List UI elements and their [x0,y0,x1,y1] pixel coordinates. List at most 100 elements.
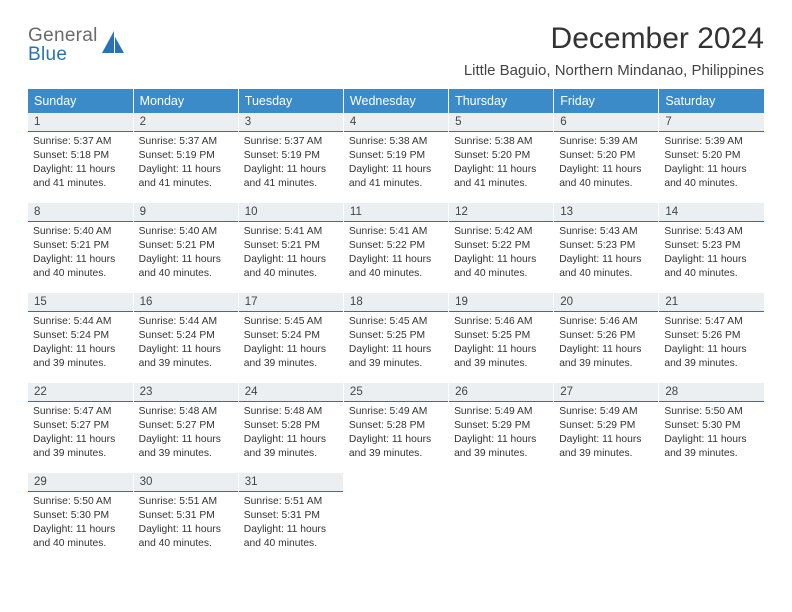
weekday-header: Thursday [449,89,554,113]
day-details: Sunrise: 5:38 AMSunset: 5:20 PMDaylight:… [449,132,553,193]
calendar-day-cell: 28Sunrise: 5:50 AMSunset: 5:30 PMDayligh… [659,383,764,473]
calendar-day-cell: 25Sunrise: 5:49 AMSunset: 5:28 PMDayligh… [343,383,448,473]
day-number: 28 [659,383,764,402]
day-number: 27 [554,383,658,402]
day-number: 20 [554,293,658,312]
brand-sail-icon [100,29,126,62]
day-number: 24 [239,383,343,402]
day-details: Sunrise: 5:40 AMSunset: 5:21 PMDaylight:… [134,222,238,283]
day-details: Sunrise: 5:44 AMSunset: 5:24 PMDaylight:… [28,312,133,373]
day-number: 6 [554,113,658,132]
day-details: Sunrise: 5:46 AMSunset: 5:25 PMDaylight:… [449,312,553,373]
day-number: 13 [554,203,658,222]
day-number: 19 [449,293,553,312]
calendar-day-cell: 21Sunrise: 5:47 AMSunset: 5:26 PMDayligh… [659,293,764,383]
day-details: Sunrise: 5:37 AMSunset: 5:19 PMDaylight:… [239,132,343,193]
calendar-day-cell: 10Sunrise: 5:41 AMSunset: 5:21 PMDayligh… [238,203,343,293]
weekday-header: Saturday [659,89,764,113]
day-number: 12 [449,203,553,222]
calendar-day-cell: 18Sunrise: 5:45 AMSunset: 5:25 PMDayligh… [343,293,448,383]
calendar-day-cell: 4Sunrise: 5:38 AMSunset: 5:19 PMDaylight… [343,113,448,203]
calendar-day-cell: 23Sunrise: 5:48 AMSunset: 5:27 PMDayligh… [133,383,238,473]
day-details: Sunrise: 5:49 AMSunset: 5:28 PMDaylight:… [344,402,448,463]
calendar-week-row: 29Sunrise: 5:50 AMSunset: 5:30 PMDayligh… [28,473,764,563]
day-number: 29 [28,473,133,492]
day-number: 5 [449,113,553,132]
location-subtitle: Little Baguio, Northern Mindanao, Philip… [464,62,764,79]
brand-word-blue: Blue [28,45,98,64]
day-number: 18 [344,293,448,312]
calendar-day-cell: 13Sunrise: 5:43 AMSunset: 5:23 PMDayligh… [554,203,659,293]
calendar-day-cell [343,473,448,563]
day-details: Sunrise: 5:48 AMSunset: 5:27 PMDaylight:… [134,402,238,463]
day-details: Sunrise: 5:38 AMSunset: 5:19 PMDaylight:… [344,132,448,193]
day-number: 2 [134,113,238,132]
day-details: Sunrise: 5:41 AMSunset: 5:22 PMDaylight:… [344,222,448,283]
day-number: 25 [344,383,448,402]
calendar-day-cell: 2Sunrise: 5:37 AMSunset: 5:19 PMDaylight… [133,113,238,203]
day-details: Sunrise: 5:43 AMSunset: 5:23 PMDaylight:… [554,222,658,283]
day-number: 21 [659,293,764,312]
calendar-week-row: 1Sunrise: 5:37 AMSunset: 5:18 PMDaylight… [28,113,764,203]
weekday-header: Friday [554,89,659,113]
day-number: 31 [239,473,343,492]
calendar-body: 1Sunrise: 5:37 AMSunset: 5:18 PMDaylight… [28,113,764,563]
calendar-day-cell: 20Sunrise: 5:46 AMSunset: 5:26 PMDayligh… [554,293,659,383]
day-number: 1 [28,113,133,132]
calendar-day-cell [659,473,764,563]
calendar-day-cell: 29Sunrise: 5:50 AMSunset: 5:30 PMDayligh… [28,473,133,563]
day-number: 14 [659,203,764,222]
calendar-day-cell: 27Sunrise: 5:49 AMSunset: 5:29 PMDayligh… [554,383,659,473]
day-number: 7 [659,113,764,132]
day-details: Sunrise: 5:51 AMSunset: 5:31 PMDaylight:… [134,492,238,553]
day-number: 9 [134,203,238,222]
day-details: Sunrise: 5:37 AMSunset: 5:18 PMDaylight:… [28,132,133,193]
weekday-header: Sunday [28,89,133,113]
weekday-header: Tuesday [238,89,343,113]
calendar-day-cell: 17Sunrise: 5:45 AMSunset: 5:24 PMDayligh… [238,293,343,383]
day-number: 22 [28,383,133,402]
day-number: 4 [344,113,448,132]
day-details: Sunrise: 5:41 AMSunset: 5:21 PMDaylight:… [239,222,343,283]
day-number: 30 [134,473,238,492]
day-number: 15 [28,293,133,312]
calendar-day-cell: 26Sunrise: 5:49 AMSunset: 5:29 PMDayligh… [449,383,554,473]
day-details: Sunrise: 5:50 AMSunset: 5:30 PMDaylight:… [659,402,764,463]
day-number: 11 [344,203,448,222]
day-details: Sunrise: 5:42 AMSunset: 5:22 PMDaylight:… [449,222,553,283]
day-number: 16 [134,293,238,312]
calendar-week-row: 8Sunrise: 5:40 AMSunset: 5:21 PMDaylight… [28,203,764,293]
calendar-day-cell: 6Sunrise: 5:39 AMSunset: 5:20 PMDaylight… [554,113,659,203]
calendar-day-cell: 24Sunrise: 5:48 AMSunset: 5:28 PMDayligh… [238,383,343,473]
day-details: Sunrise: 5:47 AMSunset: 5:27 PMDaylight:… [28,402,133,463]
calendar-header-row: SundayMondayTuesdayWednesdayThursdayFrid… [28,89,764,113]
brand-word-general: General [28,26,98,45]
weekday-header: Wednesday [343,89,448,113]
calendar-day-cell [449,473,554,563]
day-details: Sunrise: 5:50 AMSunset: 5:30 PMDaylight:… [28,492,133,553]
calendar-day-cell: 31Sunrise: 5:51 AMSunset: 5:31 PMDayligh… [238,473,343,563]
calendar-week-row: 22Sunrise: 5:47 AMSunset: 5:27 PMDayligh… [28,383,764,473]
day-number: 10 [239,203,343,222]
day-details: Sunrise: 5:37 AMSunset: 5:19 PMDaylight:… [134,132,238,193]
day-details: Sunrise: 5:45 AMSunset: 5:25 PMDaylight:… [344,312,448,373]
calendar-day-cell: 30Sunrise: 5:51 AMSunset: 5:31 PMDayligh… [133,473,238,563]
day-details: Sunrise: 5:49 AMSunset: 5:29 PMDaylight:… [449,402,553,463]
calendar-page: General Blue December 2024 Little Baguio… [0,0,792,573]
day-details: Sunrise: 5:45 AMSunset: 5:24 PMDaylight:… [239,312,343,373]
calendar-day-cell: 8Sunrise: 5:40 AMSunset: 5:21 PMDaylight… [28,203,133,293]
day-details: Sunrise: 5:40 AMSunset: 5:21 PMDaylight:… [28,222,133,283]
calendar-day-cell [554,473,659,563]
day-number: 26 [449,383,553,402]
calendar-day-cell: 15Sunrise: 5:44 AMSunset: 5:24 PMDayligh… [28,293,133,383]
weekday-header: Monday [133,89,238,113]
day-details: Sunrise: 5:43 AMSunset: 5:23 PMDaylight:… [659,222,764,283]
day-number: 8 [28,203,133,222]
day-details: Sunrise: 5:44 AMSunset: 5:24 PMDaylight:… [134,312,238,373]
calendar-day-cell: 22Sunrise: 5:47 AMSunset: 5:27 PMDayligh… [28,383,133,473]
brand-logo: General Blue [28,22,126,64]
day-details: Sunrise: 5:46 AMSunset: 5:26 PMDaylight:… [554,312,658,373]
day-details: Sunrise: 5:48 AMSunset: 5:28 PMDaylight:… [239,402,343,463]
calendar-day-cell: 7Sunrise: 5:39 AMSunset: 5:20 PMDaylight… [659,113,764,203]
calendar-day-cell: 3Sunrise: 5:37 AMSunset: 5:19 PMDaylight… [238,113,343,203]
